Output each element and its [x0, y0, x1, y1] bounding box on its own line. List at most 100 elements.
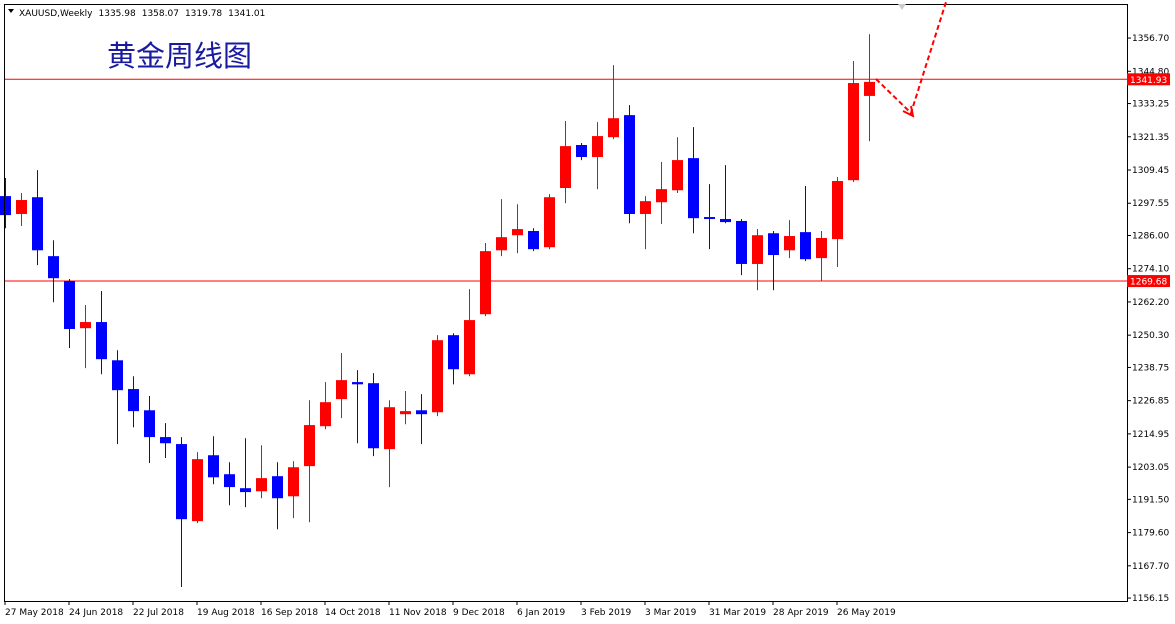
- candle-body: [624, 115, 635, 214]
- candle-body: [320, 402, 331, 427]
- arrow-line: [875, 1, 947, 115]
- x-tick-label: 3 Feb 2019: [581, 608, 632, 618]
- y-tick-label: 1203.05: [1132, 463, 1169, 473]
- y-tick-label: 1356.70: [1132, 34, 1169, 44]
- candle-body: [816, 237, 827, 259]
- y-tick-label: 1344.80: [1132, 67, 1169, 77]
- y-tick-label: 1274.10: [1132, 265, 1169, 275]
- candle-body: [800, 232, 811, 260]
- ohlc-open: 1335.98: [99, 9, 136, 19]
- y-tick-label: 1262.20: [1132, 298, 1169, 308]
- x-tick-label: 31 Mar 2019: [709, 608, 766, 618]
- y-tick-label: 1191.50: [1132, 495, 1169, 505]
- symbol: XAUUSD,Weekly: [19, 9, 93, 19]
- y-tick-label: 1226.85: [1132, 397, 1169, 407]
- candle-body: [400, 411, 411, 415]
- y-tick-label: 1214.95: [1132, 430, 1169, 440]
- candle-body: [144, 410, 155, 438]
- candle-body: [576, 145, 587, 158]
- x-tick-label: 27 May 2018: [5, 608, 64, 618]
- x-tick-label: 9 Dec 2018: [453, 608, 505, 618]
- y-tick-label: 1167.70: [1132, 562, 1169, 572]
- candle-body: [560, 146, 571, 189]
- annotation: 黄金周线图: [107, 39, 252, 73]
- x-tick-label: 28 Apr 2019: [773, 608, 829, 618]
- candle-body: [688, 158, 699, 219]
- y-tick-label: 1321.35: [1132, 133, 1169, 143]
- candle-body: [608, 118, 619, 138]
- candle-body: [752, 235, 763, 264]
- candle-body: [208, 455, 219, 478]
- shift-marker: [898, 4, 906, 10]
- candle-body: [160, 437, 171, 444]
- arrow-annotation: [875, 1, 947, 118]
- arrow-head: [902, 105, 915, 118]
- candle-body: [176, 444, 187, 520]
- candle-body: [96, 322, 107, 360]
- x-tick-label: 26 May 2019: [837, 608, 896, 618]
- candle-body: [336, 380, 347, 400]
- candle-body: [416, 410, 427, 415]
- plot-border: [4, 4, 1128, 602]
- candle-body: [704, 217, 715, 220]
- ohlc-low: 1319.78: [185, 9, 222, 19]
- candle-body: [384, 407, 395, 450]
- candle-body: [768, 233, 779, 256]
- candle-body: [48, 256, 59, 279]
- candle-body: [352, 382, 363, 385]
- x-tick-label: 24 Jun 2018: [69, 608, 123, 618]
- candle-body: [464, 320, 475, 375]
- candle-body: [32, 197, 43, 251]
- candle-body: [64, 280, 75, 330]
- x-tick-label: 14 Oct 2018: [325, 608, 381, 618]
- candle-body: [128, 389, 139, 412]
- header: XAUUSD,Weekly 1335.98 1358.07 1319.78 1341.0…: [19, 9, 265, 19]
- candle-body: [256, 478, 267, 492]
- candle-body: [0, 196, 11, 216]
- hline-label-box: [1127, 73, 1170, 86]
- candle-body: [240, 488, 251, 493]
- y-tick-label: 1179.60: [1132, 529, 1169, 539]
- candle-body: [528, 231, 539, 250]
- candle-body: [720, 219, 731, 223]
- hline-label: 1269.68: [1130, 278, 1167, 288]
- candle-body: [512, 229, 523, 236]
- ohlc-close: 1341.01: [228, 9, 265, 19]
- y-tick-label: 1250.30: [1132, 331, 1169, 341]
- hline-label: 1341.93: [1130, 76, 1167, 86]
- candle-body: [272, 476, 283, 499]
- y-tick-label: 1286.00: [1132, 231, 1169, 241]
- candle-body: [592, 136, 603, 158]
- y-tick-label: 1309.45: [1132, 166, 1169, 176]
- candle-body: [864, 81, 875, 96]
- hline-label-box: [1127, 275, 1170, 288]
- candle-body: [192, 459, 203, 522]
- candle-body: [848, 83, 859, 181]
- candle-body: [112, 360, 123, 391]
- candle-body: [304, 425, 315, 467]
- x-tick-label: 22 Jul 2018: [133, 608, 184, 618]
- candle-body: [288, 467, 299, 497]
- candle-body: [16, 200, 27, 214]
- x-tick-label: 3 Mar 2019: [645, 608, 697, 618]
- candle-body: [544, 197, 555, 248]
- candle-body: [832, 181, 843, 240]
- candle-body: [736, 220, 747, 264]
- x-tick-label: 6 Jan 2019: [517, 608, 565, 618]
- candle-body: [80, 322, 91, 329]
- candle-body: [448, 335, 459, 370]
- candle-body: [432, 340, 443, 413]
- candle-body: [656, 189, 667, 203]
- menu-triangle[interactable]: [8, 9, 14, 13]
- candle-body: [672, 160, 683, 191]
- y-tick-label: 1297.55: [1132, 199, 1169, 209]
- y-tick-label: 1333.25: [1132, 100, 1169, 110]
- y-tick-label: 1156.15: [1132, 594, 1169, 604]
- candle-body: [368, 383, 379, 449]
- ohlc-high: 1358.07: [142, 9, 179, 19]
- candle-body: [224, 474, 235, 488]
- plot-area: [0, 34, 1127, 588]
- candle-body: [640, 201, 651, 214]
